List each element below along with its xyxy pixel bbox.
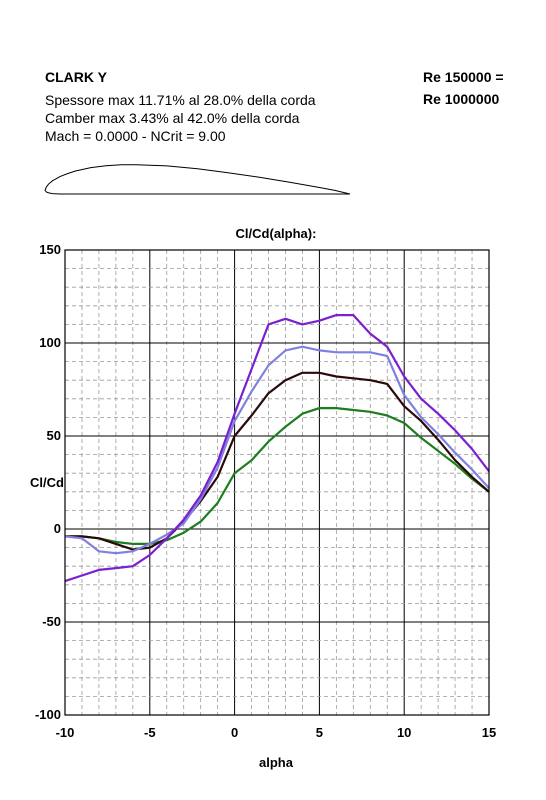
series-line-3 xyxy=(64,345,490,555)
series-line-2 xyxy=(65,371,490,551)
y-tick-label: 0 xyxy=(54,521,61,536)
x-tick-label: 10 xyxy=(397,725,411,740)
y-tick-label: 150 xyxy=(39,242,61,257)
grid xyxy=(65,250,489,715)
chart-title: Cl/Cd(alpha): xyxy=(236,226,317,241)
x-tick-label: -5 xyxy=(144,725,156,740)
mach-ncrit-info: Mach = 0.0000 - NCrit = 9.00 xyxy=(45,128,226,144)
x-tick-label: -10 xyxy=(56,725,75,740)
airfoil-name: CLARK Y xyxy=(45,69,107,85)
reynolds-line-2: Re 1000000 xyxy=(423,91,500,107)
x-tick-labels: -10 -5 0 5 10 15 xyxy=(56,725,497,740)
series-group xyxy=(64,314,490,583)
y-tick-label: -50 xyxy=(42,614,61,629)
x-tick-label: 0 xyxy=(231,725,238,740)
airfoil-profile xyxy=(44,164,351,195)
y-tick-labels: 150 100 50 0 -50 -100 xyxy=(35,242,61,722)
x-tick-label: 5 xyxy=(316,725,323,740)
x-axis-label: alpha xyxy=(259,755,294,770)
thickness-info: Spessore max 11.71% al 28.0% della corda xyxy=(45,92,316,108)
x-tick-label: 15 xyxy=(482,725,496,740)
series-line-1 xyxy=(65,407,490,546)
y-tick-label: 100 xyxy=(39,335,61,350)
reynolds-line-1: Re 150000 = xyxy=(423,69,504,85)
y-tick-label: 50 xyxy=(47,428,61,443)
camber-info: Camber max 3.43% al 42.0% della corda xyxy=(45,110,300,126)
series-line-4 xyxy=(64,314,490,583)
airfoil-outline xyxy=(44,164,351,195)
y-axis-label: Cl/Cd xyxy=(30,475,64,490)
y-tick-label: -100 xyxy=(35,707,61,722)
plot-frame xyxy=(64,249,490,716)
